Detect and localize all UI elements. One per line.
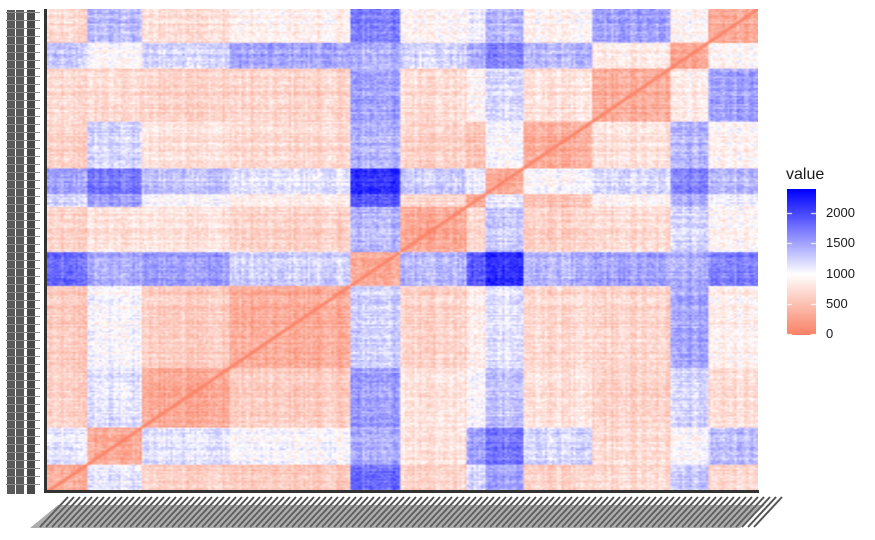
y-tick-label <box>6 108 40 109</box>
y-tick-label <box>6 300 40 301</box>
y-tick-label <box>6 28 40 29</box>
y-tick-label <box>6 220 40 221</box>
y-tick-label <box>6 332 40 333</box>
y-tick-label <box>6 276 40 277</box>
y-tick-label <box>6 284 40 285</box>
y-tick-label <box>6 316 40 317</box>
y-tick-label <box>6 12 40 13</box>
legend-tick-label: 1500 <box>826 235 855 251</box>
y-tick-label <box>6 76 40 77</box>
y-tick-label <box>6 380 40 381</box>
x-axis-line <box>44 490 759 493</box>
y-tick-label <box>6 132 40 133</box>
y-tick-label <box>6 372 40 373</box>
y-tick-label <box>6 476 40 477</box>
y-tick-label <box>6 36 40 37</box>
y-tick-label <box>6 388 40 389</box>
y-tick-label <box>6 84 40 85</box>
y-tick-label <box>6 124 40 125</box>
x-tick-label-band <box>30 505 765 528</box>
legend-tick-label: 500 <box>826 295 848 311</box>
y-tick-label <box>6 20 40 21</box>
y-tick-label <box>6 52 40 53</box>
y-tick-label <box>6 164 40 165</box>
legend-colorbar <box>787 189 816 335</box>
y-tick-label <box>6 156 40 157</box>
x-tick-label <box>747 496 777 528</box>
y-tick-label <box>6 140 40 141</box>
y-tick-label <box>6 148 40 149</box>
y-tick-label <box>6 196 40 197</box>
y-tick-label <box>6 436 40 437</box>
y-tick-label <box>6 236 40 237</box>
legend-tick-label: 2000 <box>826 205 855 221</box>
y-tick-label <box>6 428 40 429</box>
plot-panel <box>47 9 758 492</box>
y-axis <box>6 9 47 494</box>
heatmap-cells <box>47 9 758 492</box>
y-tick-labels <box>6 10 40 494</box>
y-tick-label <box>6 348 40 349</box>
y-tick-label <box>6 244 40 245</box>
x-axis <box>30 490 783 528</box>
y-tick-label <box>6 188 40 189</box>
legend-title: value <box>786 166 825 183</box>
x-tick-labels <box>30 496 783 528</box>
y-tick-label <box>6 412 40 413</box>
y-tick-label <box>6 460 40 461</box>
y-tick-label <box>6 364 40 365</box>
y-tick-label <box>6 340 40 341</box>
y-tick-label <box>6 100 40 101</box>
y-tick-label <box>6 204 40 205</box>
y-tick-label <box>6 292 40 293</box>
legend-tick-label: 0 <box>826 326 834 341</box>
y-tick-label <box>6 468 40 469</box>
y-axis-line <box>44 9 47 493</box>
y-tick-label <box>6 260 40 261</box>
y-tick-label <box>6 116 40 117</box>
y-tick-label <box>6 212 40 213</box>
y-tick-label <box>6 356 40 357</box>
y-tick-label <box>6 420 40 421</box>
y-tick-label <box>6 484 40 485</box>
y-tick-label <box>6 404 40 405</box>
y-tick-label <box>6 444 40 445</box>
y-tick-label <box>6 60 40 61</box>
y-tick-label <box>6 92 40 93</box>
legend-tick-label: 1000 <box>826 265 855 281</box>
y-tick-label <box>6 396 40 397</box>
y-tick-label <box>6 268 40 269</box>
y-tick-label <box>6 308 40 309</box>
y-tick-label <box>6 228 40 229</box>
y-tick-label <box>6 180 40 181</box>
x-tick-label <box>753 496 783 528</box>
y-tick-label <box>6 452 40 453</box>
y-tick-label <box>6 252 40 253</box>
y-tick-label <box>6 324 40 325</box>
y-tick-label <box>6 172 40 173</box>
y-tick-label <box>6 68 40 69</box>
y-tick-label <box>6 44 40 45</box>
